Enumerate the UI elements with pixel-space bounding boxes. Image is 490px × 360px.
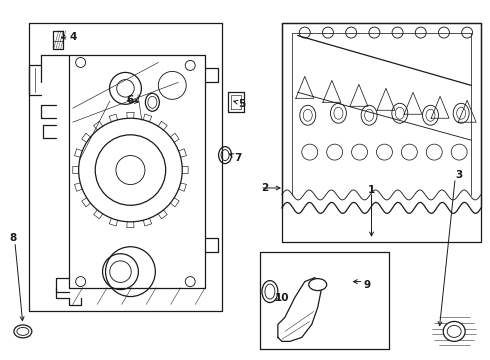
Text: 5: 5 [239, 99, 245, 109]
Text: 4: 4 [70, 32, 77, 41]
Text: 9: 9 [364, 280, 371, 289]
Text: 7: 7 [234, 153, 242, 163]
Ellipse shape [443, 321, 465, 341]
Text: 6: 6 [127, 95, 134, 105]
Text: 1: 1 [368, 185, 375, 195]
Text: 3: 3 [456, 170, 463, 180]
Polygon shape [278, 278, 322, 341]
Ellipse shape [447, 325, 461, 337]
Ellipse shape [309, 279, 327, 291]
Text: 2: 2 [261, 183, 269, 193]
Ellipse shape [265, 284, 275, 299]
Ellipse shape [262, 280, 278, 302]
Text: 10: 10 [274, 293, 289, 302]
Text: 8: 8 [9, 233, 17, 243]
